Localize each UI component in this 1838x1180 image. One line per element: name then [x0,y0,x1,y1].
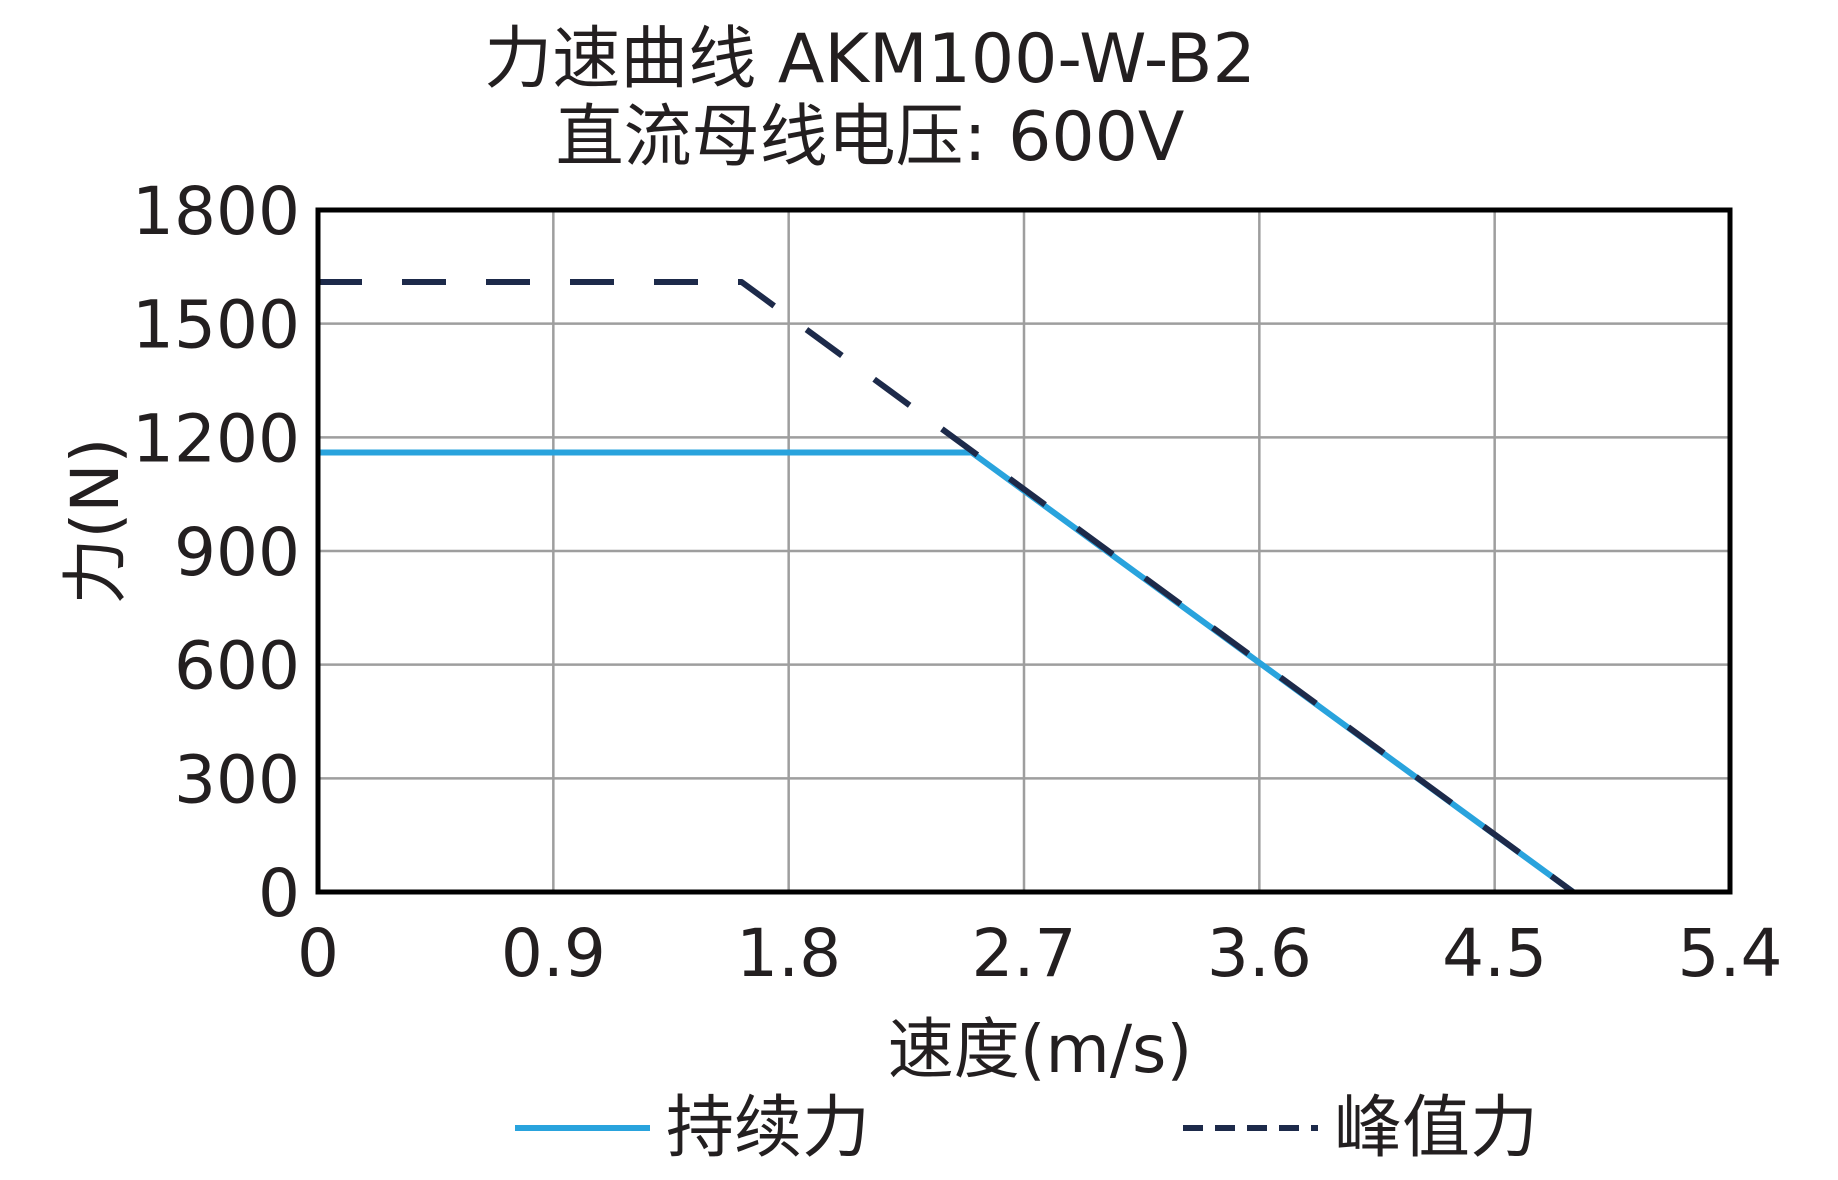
y-tick-label: 300 [174,741,300,818]
y-tick-label: 600 [174,628,300,705]
y-axis-label: 力(N) [57,438,134,605]
plot-frame [315,207,1733,895]
series-peak-force [318,279,1575,895]
x-axis-label: 速度(m/s) [888,1011,1192,1088]
chart-title: 力速曲线 AKM100-W-B2 [484,20,1255,99]
x-tick-label: 0 [297,915,339,992]
legend-label-peak: 峰值力 [1334,1089,1538,1168]
legend: 持续力 峰值力 [515,1089,1538,1168]
x-axis-ticks: 0 0.9 1.8 2.7 3.6 4.5 5.4 [297,915,1782,992]
x-tick-label: 2.7 [972,915,1077,992]
legend-label-continuous: 持续力 [666,1089,870,1168]
y-tick-label: 0 [258,855,300,932]
y-tick-label: 1500 [132,287,300,364]
x-tick-label: 1.8 [736,915,841,992]
series-continuous-force [318,449,1575,895]
grid-lines [318,210,1730,892]
x-tick-label: 0.9 [501,915,606,992]
y-tick-label: 900 [174,514,300,591]
x-tick-label: 4.5 [1442,915,1547,992]
x-tick-label: 3.6 [1207,915,1312,992]
x-tick-label: 5.4 [1678,915,1783,992]
y-tick-label: 1800 [132,173,300,250]
y-axis-ticks: 0 300 600 900 1200 1500 1800 [132,173,300,932]
y-tick-label: 1200 [132,400,300,477]
series-lines [318,279,1575,895]
chart-subtitle: 直流母线电压: 600V [556,98,1185,177]
